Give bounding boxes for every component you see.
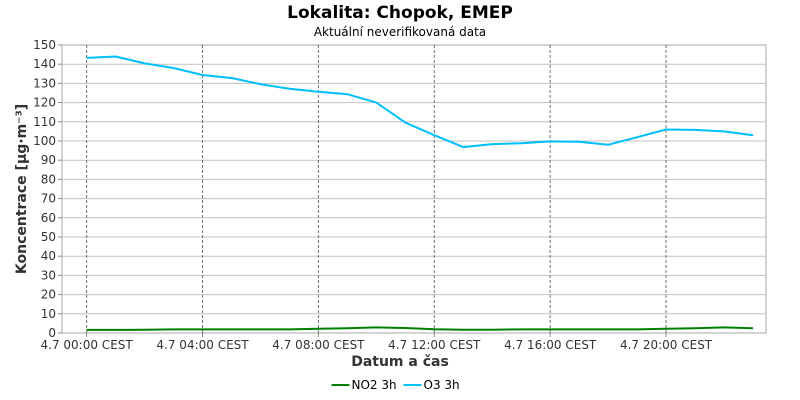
y-tick-label: 20 [41, 288, 56, 302]
x-tick-label: 4.7 16:00 CEST [504, 338, 597, 352]
series-line-no2-3h [86, 326, 754, 331]
y-axis-label: Koncentrace [µg·m⁻³] [14, 104, 30, 274]
y-tick-label: 30 [41, 268, 56, 282]
x-axis-ticks: 4.7 00:00 CEST 4.7 04:00 CEST 4.7 08:00 CE… [41, 333, 713, 352]
legend-label: NO2 3h [352, 378, 397, 392]
y-tick-label: 10 [41, 307, 56, 321]
y-tick-label: 80 [41, 172, 56, 186]
chart-title: Lokalita: Chopok, EMEP [287, 3, 513, 23]
plot-area [61, 44, 767, 334]
x-tick-label: 4.7 04:00 CEST [156, 338, 249, 352]
legend: NO2 3h O3 3h [331, 378, 460, 392]
y-axis-ticks: 0 10 20 30 40 50 60 70 80 90 100 110 120 130 140 150 [33, 38, 62, 340]
y-tick-label: 130 [33, 76, 56, 90]
y-tick-label: 40 [41, 249, 56, 263]
y-tick-label: 150 [33, 38, 56, 52]
vertical-gridlines [86, 45, 667, 333]
legend-item-no2-3h: NO2 3h [331, 378, 397, 392]
y-tick-label: 60 [41, 211, 56, 225]
chart-subtitle: Aktuální neverifikovaná data [314, 25, 486, 39]
y-tick-label: 90 [41, 153, 56, 167]
y-tick-label: 140 [33, 57, 56, 71]
x-tick-label: 4.7 20:00 CEST [620, 338, 713, 352]
x-axis-label: Datum a čas [351, 354, 449, 370]
series-line-o3-3h [86, 55, 754, 149]
x-tick-label: 4.7 12:00 CEST [388, 338, 481, 352]
legend-label: O3 3h [424, 378, 460, 392]
series-group [86, 55, 754, 331]
y-tick-label: 70 [41, 192, 56, 206]
x-tick-label: 4.7 00:00 CEST [41, 338, 134, 352]
y-tick-label: 100 [33, 134, 56, 148]
x-tick-label: 4.7 08:00 CEST [272, 338, 365, 352]
legend-item-o3-3h: O3 3h [403, 378, 460, 392]
y-tick-label: 120 [33, 96, 56, 110]
y-tick-label: 50 [41, 230, 56, 244]
y-tick-label: 110 [33, 115, 56, 129]
horizontal-gridlines [62, 63, 766, 315]
y-tick-label: 0 [48, 326, 56, 340]
